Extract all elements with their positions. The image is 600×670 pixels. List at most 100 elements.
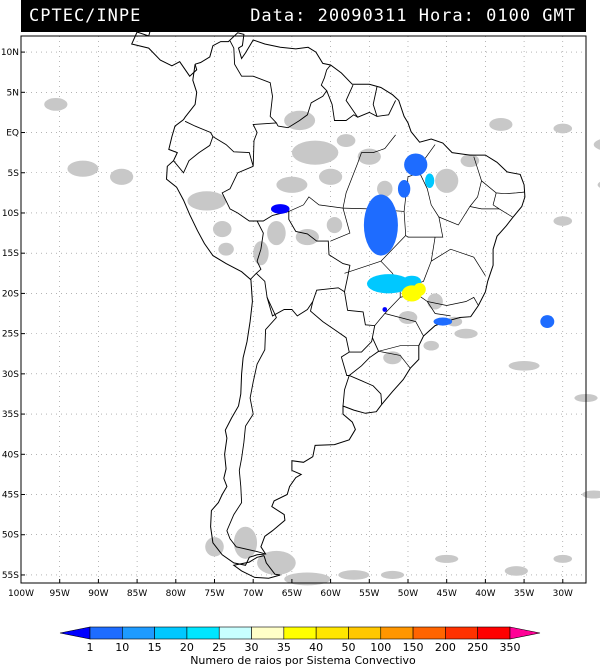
country-border (277, 64, 331, 129)
lon-tick-label: 70W (243, 589, 263, 599)
colorbar-level-label: 20 (180, 641, 194, 654)
cloud-patch (593, 139, 600, 150)
grid-lines (20, 36, 586, 583)
cloud-patch (336, 134, 356, 148)
lon-tick-label: 65W (282, 589, 302, 599)
cloud-patch (582, 490, 600, 499)
lon-tick-label: 95W (50, 589, 70, 599)
colorbar-segment (380, 626, 414, 640)
cloud-patch (318, 168, 343, 185)
lat-tick-label: 20S (2, 289, 19, 299)
state-border (384, 313, 424, 337)
state-border (342, 134, 396, 209)
country-border (326, 90, 397, 121)
lon-tick-label: 80W (166, 589, 186, 599)
cloud-patch (423, 340, 439, 351)
cloud-patch (489, 118, 513, 131)
lat-tick-label: 5N (7, 88, 19, 98)
country-border (255, 210, 351, 317)
lon-tick-label: 50W (398, 589, 418, 599)
cloud-patch (553, 216, 573, 226)
latitude-labels: 10N 5N EQ 5S 10S 15S 20S 25S 30S 35S 40S 45S 50S 55S (1, 48, 25, 581)
colorbar-level-label: 40 (309, 641, 323, 654)
tierra-del-fuego-coast (232, 555, 281, 579)
colorbar-level-label: 150 (403, 641, 424, 654)
cloud-patch (67, 160, 99, 177)
lat-tick-label: 45S (2, 491, 19, 501)
colorbar-segment (89, 626, 123, 640)
state-border (481, 180, 525, 195)
cloud-patch (380, 570, 405, 579)
colorbar-level-label: 30 (245, 641, 259, 654)
state-border (344, 260, 382, 274)
lon-tick-label: 85W (127, 589, 147, 599)
colorbar-segment (186, 626, 220, 640)
state-border (330, 208, 351, 242)
cloud-patch (435, 554, 459, 563)
cloud-patch (187, 191, 227, 211)
lon-tick-label: 35W (514, 589, 534, 599)
state-border (378, 350, 411, 369)
colorbar-level-label: 50 (341, 641, 355, 654)
state-border (380, 235, 406, 262)
cloud-patch (383, 351, 402, 365)
lon-tick-label: 90W (88, 589, 108, 599)
source-label: CPTEC/INPE (29, 6, 142, 26)
colorbar-segment (122, 626, 155, 640)
country-border (221, 165, 264, 281)
colorbar-level-label: 1 (87, 641, 94, 654)
state-border (492, 192, 513, 218)
cloud-patch (291, 140, 339, 165)
state-border (419, 172, 444, 238)
lat-tick-label: 50S (2, 531, 19, 541)
lat-tick-label: 35S (2, 410, 19, 420)
colorbar-segment (509, 626, 541, 640)
state-border (427, 296, 479, 306)
cloud-patch (295, 229, 319, 246)
longitude-labels: 100W 95W 90W 85W 80W 75W 70W 65W 60W 55W 50W 45W 40W… (8, 579, 573, 599)
lat-tick-label: 10S (2, 209, 19, 219)
colorbar: 1 10 15 20 25 30 35 40 50 100 150 200 250 350 (59, 626, 541, 654)
country-border (212, 122, 277, 167)
convective-system (413, 282, 426, 296)
colorbar-level-label: 10 (115, 641, 129, 654)
cloud-patch (253, 241, 269, 266)
colorbar-segment (59, 626, 91, 640)
coastlines (112, 0, 526, 579)
convective-system (397, 179, 411, 198)
state-border (469, 206, 500, 210)
date-time-label: Data: 20090311 Hora: 0100 GMT (250, 6, 576, 26)
colorbar-level-label: 350 (500, 641, 521, 654)
colorbar-segment (154, 626, 188, 640)
cloud-patch (553, 123, 573, 134)
cloud-patch (460, 154, 480, 168)
lon-tick-label: 55W (359, 589, 379, 599)
colorbar-level-label: 200 (435, 641, 456, 654)
lat-tick-label: 5S (8, 169, 20, 179)
cloud-patch (276, 176, 308, 193)
country-border (173, 120, 214, 174)
colorbar-segment (348, 626, 382, 640)
cloud-patch (326, 216, 343, 234)
convective-system (363, 194, 398, 256)
convective-system (366, 274, 411, 294)
cloud-patch (44, 97, 68, 111)
convective-system (382, 307, 388, 312)
lon-tick-label: 75W (204, 589, 224, 599)
cloud-patch (508, 360, 540, 371)
central-america-coast (112, 0, 198, 77)
convective-system (425, 173, 435, 189)
colorbar-segment (412, 626, 446, 640)
colorbar-segment (283, 626, 317, 640)
colorbar-level-label: 100 (370, 641, 391, 654)
colorbar-segment (218, 626, 252, 640)
state-border (378, 345, 419, 352)
country-border (229, 40, 279, 127)
cloud-patch (446, 316, 463, 327)
cloud-patch (435, 168, 459, 193)
lat-tick-label: 10N (1, 48, 19, 58)
lat-tick-label: 30S (2, 370, 19, 380)
cloud-patch (257, 550, 296, 575)
country-border (348, 337, 380, 376)
